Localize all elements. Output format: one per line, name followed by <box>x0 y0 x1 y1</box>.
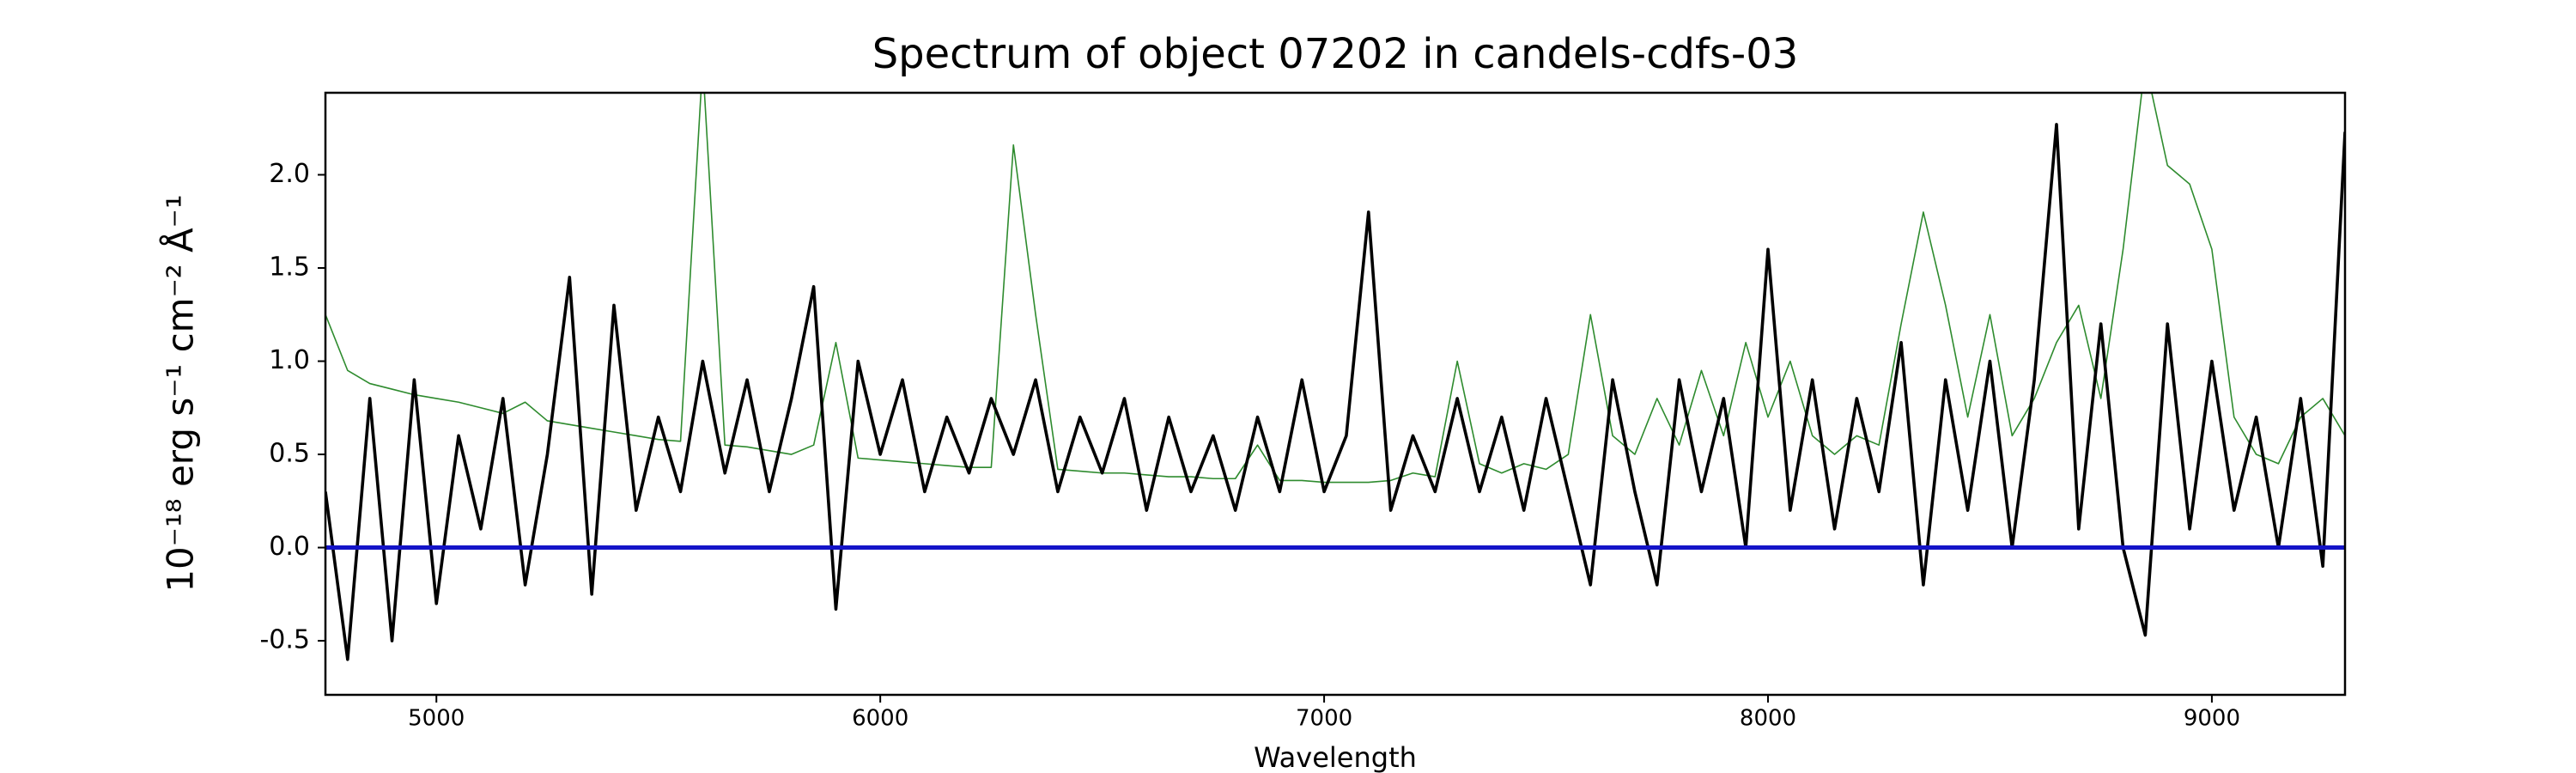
y-tick-label: 1.0 <box>269 345 310 375</box>
spectrum-line <box>325 123 2345 661</box>
x-tick-label: 9000 <box>2184 706 2240 732</box>
x-axis-label: Wavelength <box>1254 741 1417 773</box>
x-tick-label: 5000 <box>408 706 465 732</box>
spectrum-line <box>325 93 2345 484</box>
x-tick-label: 6000 <box>852 706 908 732</box>
y-tick-label: -0.5 <box>259 625 310 655</box>
x-tick-label: 8000 <box>1740 706 1796 732</box>
y-tick-label: 0.5 <box>269 439 310 469</box>
y-tick-label: 2.0 <box>269 159 310 189</box>
y-tick-label: 1.5 <box>269 253 310 283</box>
y-tick-label: 0.0 <box>269 532 310 562</box>
plot-area <box>325 93 2345 661</box>
y-axis-label: 10⁻¹⁸ erg s⁻¹ cm⁻² Å⁻¹ <box>159 194 202 592</box>
axes-frame <box>324 91 2347 697</box>
x-tick-label: 7000 <box>1296 706 1352 732</box>
chart-title: Spectrum of object 07202 in candels-cdfs… <box>872 30 1799 78</box>
